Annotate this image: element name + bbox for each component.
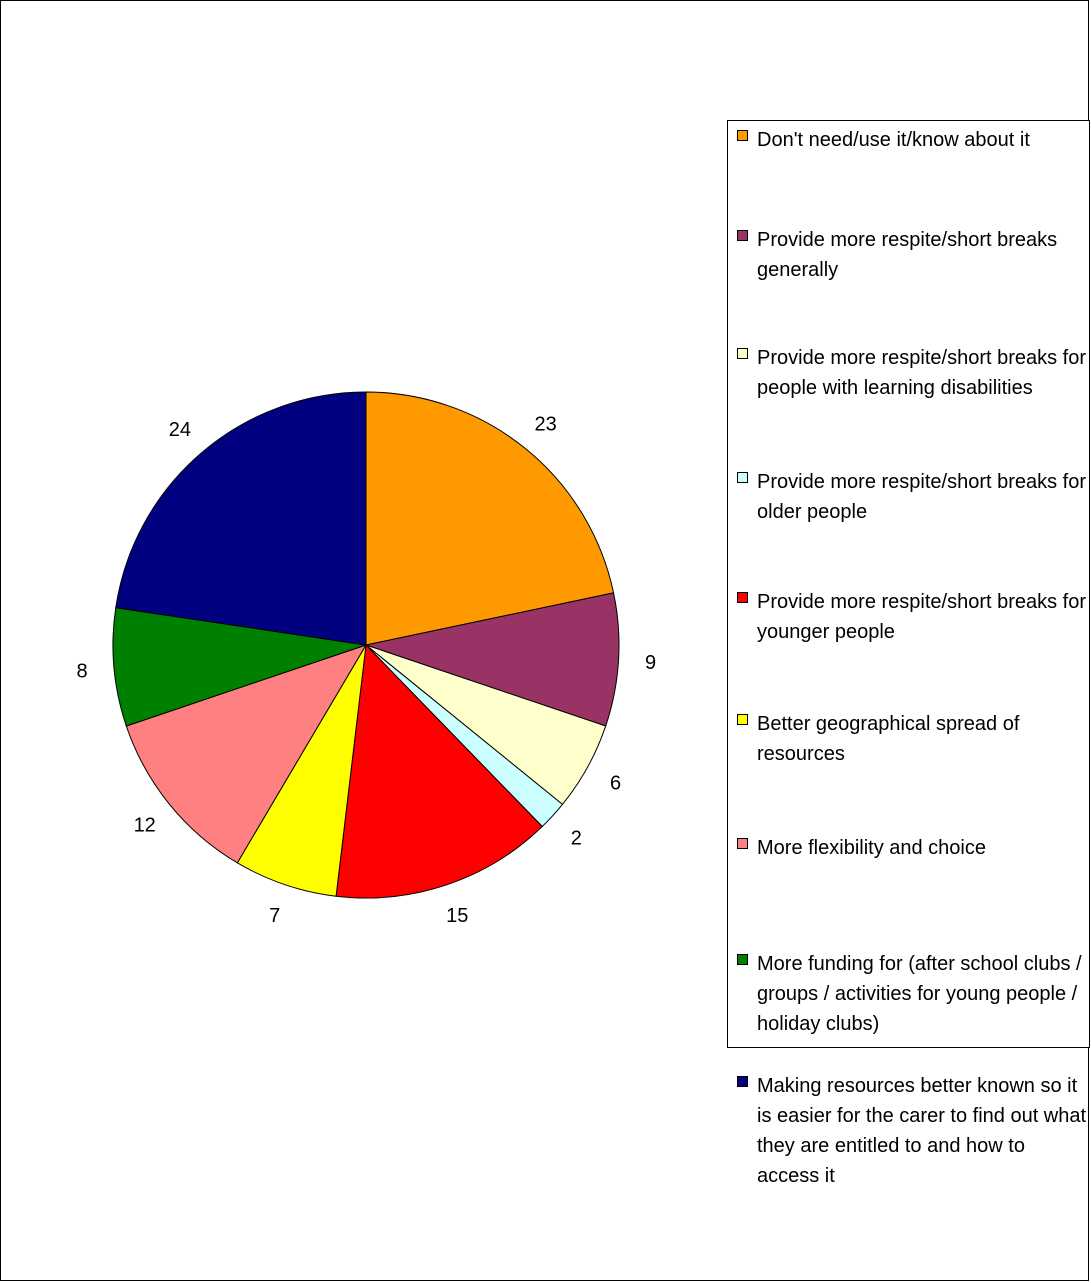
data-label-9: 24 (169, 419, 191, 441)
data-label-8: 8 (77, 660, 88, 682)
data-label-3: 6 (610, 773, 621, 795)
legend-swatch (737, 838, 748, 849)
legend-swatch (737, 472, 748, 483)
legend: Don't need/use it/know about it Provide m… (727, 120, 1090, 1187)
legend-label: Provide more respite/short breaks for yo… (757, 591, 1087, 643)
legend-label: Provide more respite/short breaks for ol… (757, 471, 1087, 523)
data-label-4: 2 (571, 827, 582, 849)
legend-swatch (737, 1076, 748, 1087)
pie-slice-1 (365, 391, 615, 646)
legend-label: Provide more respite/short breaks genera… (757, 229, 1058, 281)
pie-slice-2 (364, 592, 620, 727)
pie-slice-8 (112, 607, 367, 727)
legend-swatch (737, 714, 748, 725)
legend-label: Provide more respite/short breaks for pe… (757, 347, 1087, 399)
pie-slice-9 (115, 391, 367, 646)
legend-swatch (737, 130, 748, 141)
data-label-1: 23 (534, 414, 556, 436)
data-label-2: 9 (645, 652, 656, 674)
pie-slice-7 (125, 644, 368, 864)
pie-slice-5 (335, 643, 543, 899)
data-label-7: 12 (134, 815, 156, 837)
legend-swatch (737, 954, 748, 965)
data-label-6: 7 (269, 905, 280, 927)
legend-label: Don't need/use it/know about it (757, 129, 1030, 151)
legend-label: Making resources better known so it is e… (757, 1075, 1087, 1187)
legend-swatch (737, 230, 748, 241)
data-label-5: 15 (446, 905, 468, 927)
legend-swatch (737, 592, 748, 603)
legend-label: Better geographical spread of resources (757, 713, 1020, 765)
legend-label: More flexibility and choice (757, 837, 986, 859)
legend-swatch (737, 348, 748, 359)
legend-label: More funding for (after school clubs / g… (757, 953, 1082, 1035)
